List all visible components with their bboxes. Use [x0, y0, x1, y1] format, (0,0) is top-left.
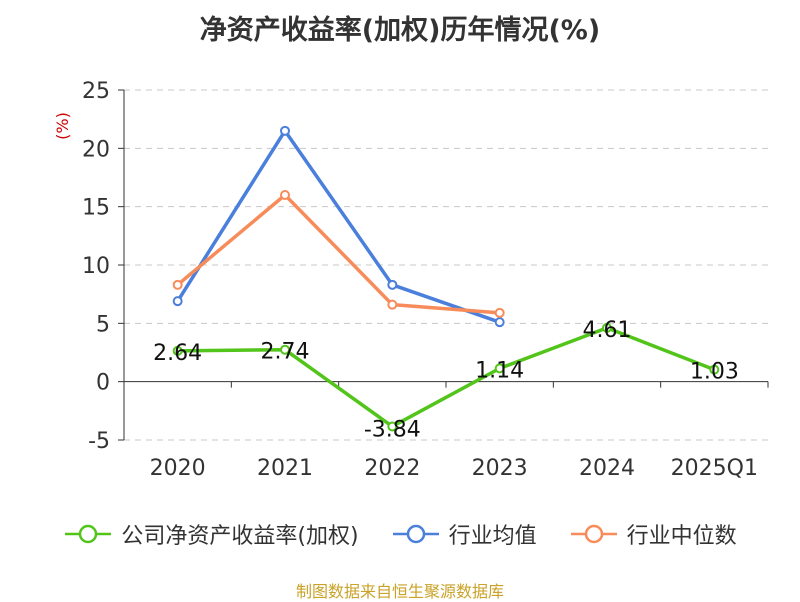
y-tick-label: 15 [82, 196, 110, 221]
legend-item: 行业中位数 [569, 518, 737, 550]
data-point [387, 279, 398, 290]
data-point [709, 364, 720, 375]
series-lines [172, 125, 720, 432]
data-point [172, 279, 183, 290]
series-line [177, 326, 715, 429]
data-label: 2.74 [261, 340, 310, 365]
data-point [172, 345, 183, 356]
data-point [387, 299, 398, 310]
y-tick-label: 20 [82, 137, 110, 162]
data-point [280, 344, 290, 355]
data-label: -3.84 [364, 417, 421, 442]
x-tick-label: 2022 [364, 456, 420, 481]
data-label: 1.14 [475, 358, 524, 383]
data-label: 2.64 [153, 341, 202, 366]
y-tick-label: -5 [88, 429, 110, 454]
data-label: 1.03 [690, 360, 739, 385]
x-tick-label: 2020 [150, 456, 206, 481]
data-label: 4.61 [583, 318, 632, 343]
legend-swatch-icon [65, 524, 112, 544]
y-tick-label: 25 [82, 79, 110, 104]
legend-swatch-icon [392, 524, 439, 544]
data-point [494, 307, 505, 318]
legend-label: 行业均值 [448, 524, 537, 549]
source-note: 制图数据来自恒生聚源数据库 [295, 582, 504, 601]
legend-swatch-icon [570, 524, 617, 544]
y-axis-ticks: -5 0 5 10 15 20 25 [82, 79, 124, 454]
x-tick-label: 2025Q1 [671, 456, 758, 481]
grid-lines [124, 89, 768, 441]
x-axis-ticks: 2020 2021 2022 2023 2024 2025Q1 [123, 381, 769, 481]
x-tick-label: 2021 [257, 456, 313, 481]
legend-label: 行业中位数 [626, 524, 737, 549]
data-point [280, 190, 290, 200]
data-point [494, 317, 505, 328]
y-axis-label: (%) [53, 112, 72, 140]
x-tick-label: 2023 [472, 456, 528, 481]
legend-label: 公司净资产收益率(加权) [121, 524, 359, 549]
series-line [176, 129, 501, 324]
data-point [280, 125, 290, 136]
data-point [602, 322, 612, 333]
legend-item: 公司净资产收益率(加权) [63, 518, 359, 550]
data-point [494, 363, 505, 374]
legend-item: 行业均值 [391, 518, 537, 550]
y-tick-label: 10 [82, 254, 110, 279]
x-tick-label: 2024 [579, 456, 635, 481]
data-labels: 2.64 2.74 -3.84 1.14 4.61 1.03 [153, 318, 739, 443]
data-point [172, 296, 183, 307]
chart-title: 净资产收益率(加权)历年情况(%) [199, 15, 601, 46]
data-point [387, 421, 398, 432]
y-tick-label: 0 [96, 371, 110, 396]
y-tick-label: 5 [96, 312, 110, 337]
series-line [176, 193, 500, 315]
legend: 公司净资产收益率(加权) 行业均值 行业中位数 [0, 518, 800, 550]
